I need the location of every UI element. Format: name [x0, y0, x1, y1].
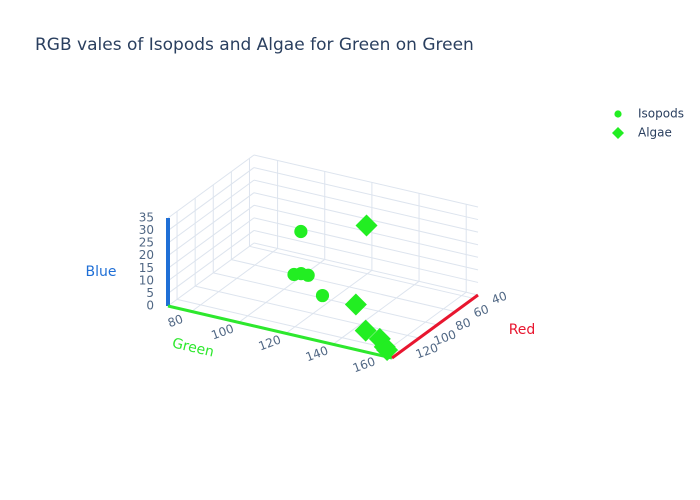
y-tick-label: 100 [209, 321, 235, 342]
chart-title: RGB vales of Isopods and Algae for Green… [35, 35, 474, 55]
z-tick-label: 25 [139, 236, 154, 250]
y-axis-title: Green [171, 335, 216, 360]
z-tick-label: 30 [139, 223, 154, 237]
marker-circle [614, 110, 622, 118]
z-tick-label: 35 [139, 211, 154, 225]
marker-diamond [376, 338, 399, 361]
grid-line [253, 229, 479, 283]
z-tick-label: 20 [139, 248, 154, 262]
grid-line [285, 269, 373, 334]
grid-line [167, 154, 255, 219]
grid-line [167, 179, 255, 244]
grid-line [231, 259, 456, 313]
y-tick-label: 160 [351, 354, 377, 375]
x-axis-line [391, 293, 479, 360]
marker-circle [315, 288, 330, 303]
grid-line [253, 167, 479, 221]
y-tick-label: 80 [166, 312, 185, 330]
marker-diamond [344, 293, 367, 316]
x-tick-label: 120 [414, 340, 440, 361]
grid-line [253, 242, 479, 296]
grid-line [167, 242, 255, 307]
grid-line [167, 217, 255, 282]
legend-label: Algae [638, 126, 672, 140]
x-tick-label: 80 [454, 315, 473, 333]
x-axis-title: Red [509, 322, 536, 338]
grid-line [332, 280, 420, 345]
grid-line [176, 298, 402, 352]
grid-line [253, 217, 479, 271]
z-tick-label: 15 [139, 261, 154, 275]
marker-diamond [355, 214, 378, 237]
z-axis-title: Blue [86, 264, 117, 280]
marker-circle [301, 268, 315, 282]
grid-line [195, 285, 420, 339]
marker-diamond [354, 319, 377, 342]
y-tick-label: 120 [257, 332, 283, 353]
x-tick-label: 40 [490, 289, 509, 307]
grid-line [253, 179, 479, 233]
grid-line [191, 248, 278, 312]
x-tick-label: 60 [472, 302, 491, 320]
grid-line [167, 230, 255, 294]
marker-diamond [612, 127, 624, 139]
grid-line [379, 291, 467, 356]
y-axis-line [167, 304, 393, 360]
z-tick-label: 10 [139, 273, 154, 287]
grid-line [253, 154, 479, 208]
marker-circle [294, 224, 308, 239]
grid-line [249, 245, 474, 299]
grid-line [167, 204, 255, 269]
grid-line [167, 167, 255, 231]
y-tick-label: 140 [304, 343, 330, 364]
z-tick-label: 5 [146, 286, 154, 300]
grid-line [167, 192, 255, 257]
legend-label: Isopods [638, 107, 684, 121]
z-tick-label: 0 [146, 299, 154, 313]
